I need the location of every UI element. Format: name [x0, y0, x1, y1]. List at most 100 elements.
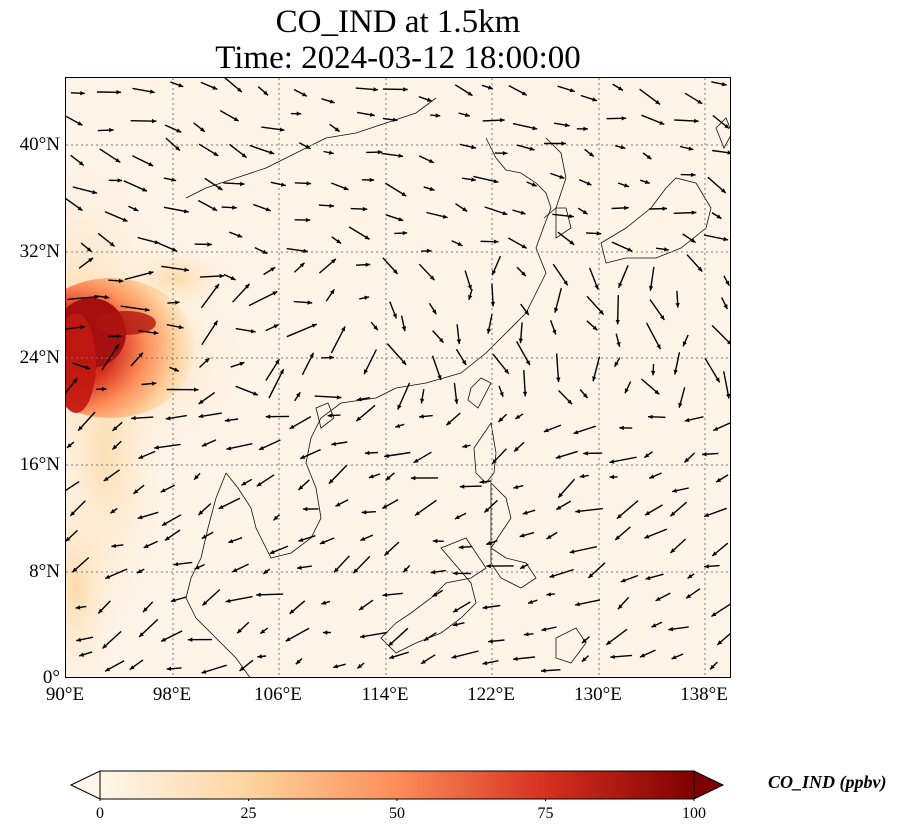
wind-vector-head: [610, 655, 615, 659]
lon-tick-label: 106°E: [254, 685, 302, 705]
wind-vector-head: [337, 395, 342, 399]
wind-vector-head: [363, 207, 368, 211]
wind-vector-head: [269, 150, 274, 154]
colorbar-tick-label: 25: [241, 805, 257, 823]
wind-vector-head: [694, 119, 699, 123]
wind-vector-head: [502, 211, 507, 215]
wind-vector-head: [266, 207, 271, 211]
wind-vector-head: [491, 302, 495, 307]
wind-vector-head: [616, 320, 620, 325]
map-canvas: [66, 78, 731, 678]
lat-tick-label: 16°N: [20, 455, 60, 475]
wind-vector-head: [622, 116, 627, 120]
wind-vector-head: [330, 99, 335, 103]
wind-vector-head: [369, 474, 374, 478]
wind-vector-head: [556, 455, 561, 459]
wind-vector-head: [152, 119, 157, 123]
wind-vector-head: [403, 231, 408, 235]
wind-vector-head: [583, 127, 588, 131]
wind-vector-head: [663, 207, 668, 211]
wind-vector-head: [648, 415, 653, 419]
wind-vector-head: [556, 377, 560, 382]
wind-vector-head: [574, 430, 579, 434]
wind-vector-head: [256, 593, 261, 597]
wind-vector-head: [486, 564, 491, 568]
lat-tick-label: 32°N: [20, 242, 60, 262]
wind-vector-head: [488, 85, 493, 89]
wind-vector-head: [453, 571, 458, 575]
wind-vector-head: [546, 592, 551, 596]
lon-tick-label: 90°E: [46, 685, 84, 705]
wind-vector-head: [80, 91, 85, 95]
lon-tick-label: 114°E: [362, 685, 409, 705]
map-time-subtitle: Time: 2024-03-12 18:00:00: [65, 40, 731, 76]
wind-vector-head: [232, 205, 237, 209]
wind-vector-head: [460, 484, 465, 488]
wind-vector-head: [373, 87, 378, 91]
wind-vector-head: [150, 89, 155, 93]
wind-vector-head: [523, 392, 527, 397]
wind-vector-head: [561, 141, 566, 145]
wind-vector-head: [610, 475, 615, 479]
wind-vector-head: [403, 87, 408, 91]
wind-vector-head: [674, 370, 678, 375]
wind-vector-head: [427, 249, 432, 253]
colorbar-label: CO_IND (ppbv): [768, 772, 887, 793]
wind-vector-head: [307, 181, 312, 185]
wind-vector-head: [436, 113, 441, 117]
wind-vector-head: [692, 211, 697, 215]
map-title: CO_IND at 1.5km: [65, 4, 731, 40]
map-plot-area: [65, 77, 731, 678]
wind-vector: [249, 292, 277, 306]
wind-vector-head: [691, 173, 696, 177]
wind-vector-head: [395, 424, 400, 428]
colorbar-tick-label: 75: [538, 805, 554, 823]
wind-vector-head: [483, 661, 488, 665]
wind-vector-head: [308, 300, 313, 304]
lat-tick-label: 8°N: [29, 562, 60, 582]
wind-vector-head: [362, 510, 367, 514]
lon-tick-label: 122°E: [467, 685, 515, 705]
lat-tick-label: 40°N: [20, 135, 60, 155]
colorbar: [70, 769, 726, 801]
wind-vector-head: [624, 183, 629, 187]
wind-vector-head: [624, 206, 629, 210]
lon-tick-label: 138°E: [680, 685, 728, 705]
wind-vector-head: [329, 355, 334, 359]
wind-vector-head: [411, 476, 416, 480]
wind-vector-head: [306, 218, 311, 222]
wind-vector-head: [676, 303, 680, 308]
lon-tick-label: 130°E: [574, 685, 622, 705]
wind-vector-head: [528, 600, 533, 604]
wind-vector-head: [398, 217, 403, 221]
wind-vector-head: [559, 175, 564, 179]
concentration-field: [66, 158, 246, 678]
wind-vector-head: [519, 339, 523, 344]
wind-vector-head: [541, 669, 546, 673]
wind-vector-head: [117, 90, 122, 94]
wind-vector-head: [328, 413, 333, 417]
wind-vector-head: [303, 507, 308, 511]
colorbar-tick-label: 100: [682, 805, 706, 823]
colorbar-tick-label: 50: [389, 805, 405, 823]
wind-vector: [712, 325, 731, 345]
wind-vector-head: [171, 178, 176, 182]
wind-vector-head: [329, 204, 334, 208]
wind-vector-head: [727, 150, 731, 154]
wind-vector-head: [240, 182, 245, 186]
wind-vector-head: [370, 178, 375, 182]
wind-vector-head: [297, 112, 302, 116]
wind-vector-head: [583, 451, 588, 455]
wind-vector-head: [494, 240, 499, 244]
lat-tick-label: 24°N: [20, 348, 60, 368]
wind-vector-head: [433, 539, 438, 543]
wind-vector-head: [500, 118, 505, 122]
wind-vector-head: [685, 418, 690, 422]
wind-vector-head: [365, 451, 370, 455]
wind-vector-head: [167, 667, 172, 671]
wind-vector-head: [427, 98, 432, 102]
wind-vector-head: [188, 638, 193, 642]
wind-vector-head: [109, 128, 114, 132]
wind-vector-head: [207, 242, 212, 246]
wind-vector-head: [266, 414, 271, 418]
